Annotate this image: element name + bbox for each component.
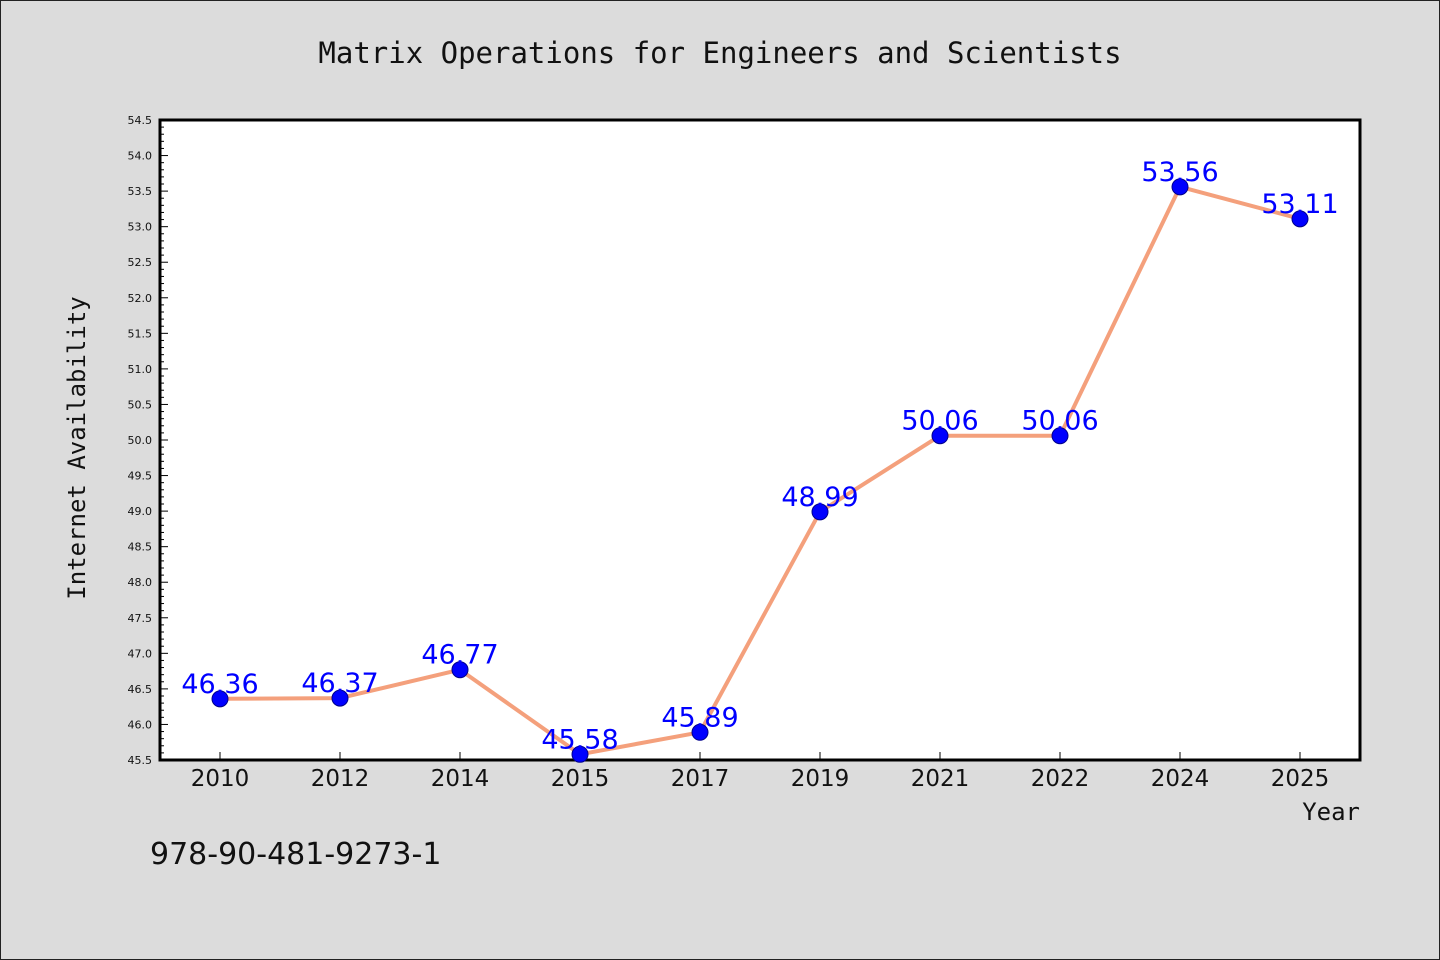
data-point-2025 <box>1291 210 1309 228</box>
x-tick-label: 2015 <box>551 766 610 792</box>
y-tick-label: 49.0 <box>128 505 153 518</box>
y-axis-ticks: 45.5 46.0 46.5 47.0 47.5 48.0 48.5 49.0 49.5 50.0… <box>128 114 168 767</box>
y-tick-label: 46.5 <box>128 683 153 696</box>
annotation-isbn: 978-90-481-9273-1 <box>150 837 441 872</box>
data-point-2024 <box>1171 178 1189 196</box>
y-tick-label: 47.5 <box>128 612 153 625</box>
x-axis-label: Year <box>1302 798 1360 826</box>
y-tick-label: 50.5 <box>128 398 153 411</box>
series-line <box>219 184 1301 757</box>
y-tick-label: 50.0 <box>128 434 153 447</box>
y-tick-label: 46.0 <box>128 718 153 731</box>
data-label-2024: 53.56 <box>1141 157 1218 188</box>
data-point-2022 <box>1051 427 1069 445</box>
data-labels: 46.36 46.37 46.77 45.58 45.89 48.99 50.06 50.06… <box>181 157 1338 755</box>
data-point-2012 <box>331 689 349 707</box>
data-point-2017 <box>691 723 709 741</box>
data-point-2010 <box>211 690 229 708</box>
y-tick-label: 47.0 <box>128 647 153 660</box>
data-label-2014: 46.77 <box>421 640 498 671</box>
data-label-2022: 50.06 <box>1021 406 1098 437</box>
y-tick-label: 52.5 <box>128 256 153 269</box>
data-point-2021 <box>931 427 949 445</box>
y-tick-label: 48.0 <box>128 576 153 589</box>
x-tick-label: 2024 <box>1151 766 1210 792</box>
data-label-2012: 46.37 <box>301 668 378 699</box>
x-axis-ticks: 2010 2012 2014 2015 2017 2019 2021 2022 2024 2025 <box>191 752 1330 792</box>
x-tick-label: 2014 <box>431 766 490 792</box>
y-tick-label: 51.5 <box>128 327 153 340</box>
plot-area <box>158 118 1362 762</box>
x-tick-label: 2022 <box>1031 766 1090 792</box>
y-tick-label: 54.5 <box>128 114 153 127</box>
x-tick-label: 2019 <box>791 766 850 792</box>
x-tick-label: 2025 <box>1271 766 1330 792</box>
data-label-2010: 46.36 <box>181 669 258 700</box>
data-point-2019 <box>811 503 829 521</box>
y-tick-label: 54.0 <box>128 150 153 163</box>
data-point-2014 <box>451 661 469 679</box>
y-tick-label: 53.0 <box>128 221 153 234</box>
chart-title: Matrix Operations for Engineers and Scie… <box>318 36 1121 70</box>
data-point-2015 <box>571 745 589 763</box>
y-tick-label: 53.5 <box>128 185 153 198</box>
x-tick-label: 2010 <box>191 766 250 792</box>
y-tick-label: 51.0 <box>128 363 153 376</box>
y-axis-label: Internet Availability <box>63 296 91 599</box>
y-tick-label: 48.5 <box>128 541 153 554</box>
data-label-2021: 50.06 <box>901 406 978 437</box>
series-markers <box>211 178 1309 763</box>
x-tick-label: 2017 <box>671 766 730 792</box>
data-label-2015: 45.58 <box>541 724 618 755</box>
x-tick-label: 2012 <box>311 766 370 792</box>
y-tick-label: 45.5 <box>128 754 153 767</box>
data-label-2017: 45.89 <box>661 702 738 733</box>
data-label-2019: 48.99 <box>781 482 858 513</box>
x-tick-label: 2021 <box>911 766 970 792</box>
y-tick-label: 49.5 <box>128 470 153 483</box>
data-label-2025: 53.11 <box>1261 189 1338 220</box>
y-tick-label: 52.0 <box>128 292 153 305</box>
